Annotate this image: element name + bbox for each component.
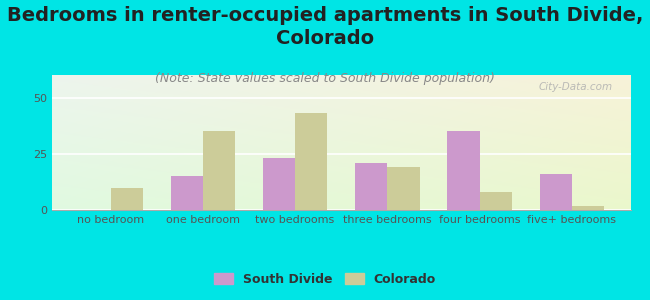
Bar <box>572 206 604 210</box>
Bar <box>263 158 295 210</box>
Bar <box>295 113 328 210</box>
Bar <box>170 176 203 210</box>
Bar <box>387 167 420 210</box>
Bar <box>540 174 572 210</box>
Text: (Note: State values scaled to South Divide population): (Note: State values scaled to South Divi… <box>155 72 495 85</box>
Bar <box>447 131 480 210</box>
Bar <box>355 163 387 210</box>
Bar <box>111 188 143 210</box>
Legend: South Divide, Colorado: South Divide, Colorado <box>209 268 441 291</box>
Text: Bedrooms in renter-occupied apartments in South Divide,
Colorado: Bedrooms in renter-occupied apartments i… <box>6 6 644 49</box>
Bar <box>480 192 512 210</box>
Bar <box>203 131 235 210</box>
Text: City-Data.com: City-Data.com <box>539 82 613 92</box>
